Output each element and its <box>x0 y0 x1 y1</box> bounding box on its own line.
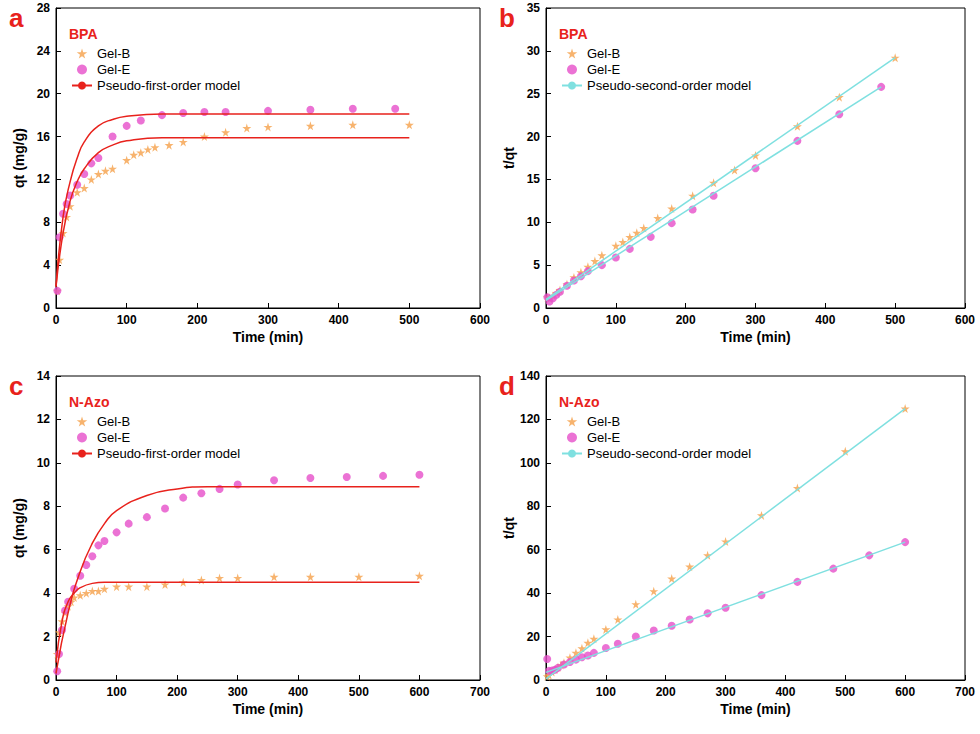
svg-text:Gel-E: Gel-E <box>587 430 621 445</box>
svg-text:c: c <box>9 371 23 401</box>
svg-text:700: 700 <box>955 685 975 699</box>
svg-text:100: 100 <box>520 456 540 470</box>
svg-text:8: 8 <box>43 499 50 513</box>
svg-text:Time (min): Time (min) <box>233 701 304 717</box>
svg-text:700: 700 <box>470 685 490 699</box>
svg-text:Pseudo-second-order model: Pseudo-second-order model <box>587 78 751 93</box>
svg-text:0: 0 <box>533 673 540 687</box>
svg-text:25: 25 <box>527 87 541 101</box>
svg-text:20: 20 <box>527 630 541 644</box>
svg-text:28: 28 <box>37 1 51 15</box>
svg-text:200: 200 <box>167 685 187 699</box>
svg-text:400: 400 <box>288 685 308 699</box>
svg-text:Pseudo-first-order model: Pseudo-first-order model <box>97 78 240 93</box>
svg-text:200: 200 <box>676 313 696 327</box>
svg-text:300: 300 <box>745 313 765 327</box>
svg-text:12: 12 <box>37 412 51 426</box>
svg-text:Gel-E: Gel-E <box>97 430 131 445</box>
svg-text:Time (min): Time (min) <box>720 329 791 345</box>
svg-text:Time (min): Time (min) <box>233 329 304 345</box>
svg-text:d: d <box>499 371 515 401</box>
svg-text:0: 0 <box>43 301 50 315</box>
svg-text:500: 500 <box>349 685 369 699</box>
svg-text:500: 500 <box>835 685 855 699</box>
svg-text:60: 60 <box>527 543 541 557</box>
svg-text:Pseudo-first-order model: Pseudo-first-order model <box>97 446 240 461</box>
svg-text:4: 4 <box>43 586 50 600</box>
svg-text:a: a <box>9 3 24 33</box>
svg-text:Gel-B: Gel-B <box>97 46 130 61</box>
svg-text:t/qt: t/qt <box>501 517 517 539</box>
svg-text:6: 6 <box>43 543 50 557</box>
svg-text:30: 30 <box>527 44 541 58</box>
svg-text:qt (mg/g): qt (mg/g) <box>11 128 27 188</box>
svg-text:12: 12 <box>37 172 51 186</box>
svg-text:100: 100 <box>606 313 626 327</box>
svg-text:Gel-E: Gel-E <box>587 62 621 77</box>
svg-text:600: 600 <box>895 685 915 699</box>
svg-text:0: 0 <box>53 313 60 327</box>
svg-text:0: 0 <box>543 313 550 327</box>
svg-text:500: 500 <box>885 313 905 327</box>
svg-text:15: 15 <box>527 172 541 186</box>
svg-text:qt (mg/g): qt (mg/g) <box>11 498 27 558</box>
svg-text:140: 140 <box>520 369 540 383</box>
svg-text:400: 400 <box>815 313 835 327</box>
svg-text:0: 0 <box>533 301 540 315</box>
svg-text:t/qt: t/qt <box>501 147 517 169</box>
svg-text:300: 300 <box>228 685 248 699</box>
svg-text:20: 20 <box>527 130 541 144</box>
svg-text:120: 120 <box>520 412 540 426</box>
svg-text:200: 200 <box>656 685 676 699</box>
svg-text:20: 20 <box>37 87 51 101</box>
svg-text:200: 200 <box>187 313 207 327</box>
svg-text:Gel-E: Gel-E <box>97 62 131 77</box>
svg-text:300: 300 <box>258 313 278 327</box>
svg-text:600: 600 <box>409 685 429 699</box>
svg-text:2: 2 <box>43 630 50 644</box>
svg-text:500: 500 <box>399 313 419 327</box>
svg-text:100: 100 <box>107 685 127 699</box>
svg-text:Gel-B: Gel-B <box>587 46 620 61</box>
svg-text:0: 0 <box>43 673 50 687</box>
svg-text:24: 24 <box>37 44 51 58</box>
svg-text:80: 80 <box>527 499 541 513</box>
svg-text:10: 10 <box>527 215 541 229</box>
svg-text:N-Azo: N-Azo <box>69 394 109 410</box>
svg-text:4: 4 <box>43 258 50 272</box>
svg-text:300: 300 <box>716 685 736 699</box>
svg-text:600: 600 <box>470 313 490 327</box>
svg-text:0: 0 <box>543 685 550 699</box>
svg-text:5: 5 <box>533 258 540 272</box>
svg-text:35: 35 <box>527 1 541 15</box>
svg-text:BPA: BPA <box>559 26 588 42</box>
svg-text:8: 8 <box>43 215 50 229</box>
svg-text:N-Azo: N-Azo <box>559 394 599 410</box>
svg-text:b: b <box>499 3 515 33</box>
svg-text:400: 400 <box>775 685 795 699</box>
svg-text:100: 100 <box>117 313 137 327</box>
svg-text:BPA: BPA <box>69 26 98 42</box>
svg-text:40: 40 <box>527 586 541 600</box>
svg-text:0: 0 <box>53 685 60 699</box>
svg-text:Pseudo-second-order model: Pseudo-second-order model <box>587 446 751 461</box>
svg-text:Gel-B: Gel-B <box>97 414 130 429</box>
svg-text:14: 14 <box>37 369 51 383</box>
svg-text:100: 100 <box>596 685 616 699</box>
svg-text:400: 400 <box>329 313 349 327</box>
svg-text:10: 10 <box>37 456 51 470</box>
svg-text:Gel-B: Gel-B <box>587 414 620 429</box>
svg-text:16: 16 <box>37 130 51 144</box>
svg-text:Time (min): Time (min) <box>720 701 791 717</box>
svg-text:600: 600 <box>955 313 975 327</box>
